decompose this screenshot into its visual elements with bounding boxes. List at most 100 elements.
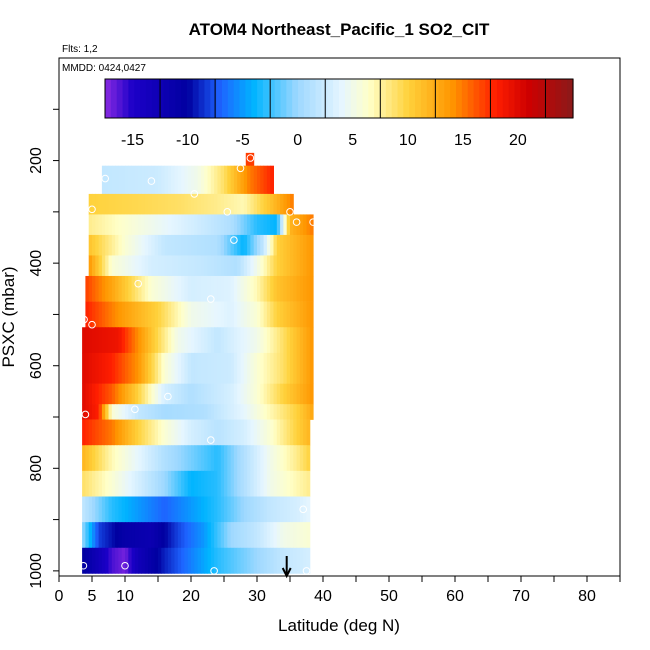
heatmap-cell bbox=[108, 496, 113, 523]
heatmap-cell bbox=[167, 275, 172, 302]
heatmap-cell bbox=[158, 165, 162, 195]
heatmap-cell bbox=[161, 301, 166, 328]
heatmap-cell bbox=[125, 522, 129, 549]
heatmap-cell bbox=[250, 383, 255, 405]
heatmap-cell bbox=[105, 404, 109, 420]
heatmap-cell bbox=[171, 214, 175, 236]
heatmap-cell bbox=[131, 327, 136, 354]
sample-marker bbox=[79, 561, 88, 570]
heatmap-cell bbox=[101, 470, 106, 497]
heatmap-cell bbox=[134, 352, 139, 384]
heatmap-cell bbox=[233, 547, 238, 574]
heatmap-cell bbox=[141, 214, 146, 236]
heatmap-cell bbox=[111, 275, 116, 302]
heatmap-cell bbox=[217, 383, 222, 405]
heatmap-cell bbox=[181, 383, 185, 405]
heatmap-cell bbox=[181, 214, 185, 236]
heatmap-cell bbox=[105, 352, 109, 384]
heatmap-cell bbox=[164, 404, 169, 420]
heatmap-cell bbox=[237, 301, 241, 328]
colorbar-bin bbox=[526, 79, 533, 118]
heatmap-cell bbox=[200, 404, 205, 420]
heatmap-cell bbox=[240, 255, 245, 277]
heatmap-cell bbox=[131, 275, 136, 302]
colorbar-bin bbox=[327, 79, 334, 118]
colorbar-bin bbox=[181, 79, 188, 118]
heatmap-cell bbox=[108, 165, 113, 195]
heatmap-cell bbox=[204, 522, 208, 549]
heatmap-cell bbox=[194, 234, 199, 256]
heatmap-cell bbox=[151, 404, 156, 420]
heatmap-cell bbox=[253, 496, 258, 523]
heatmap-cell bbox=[187, 404, 192, 420]
heatmap-cell bbox=[118, 214, 123, 236]
heatmap-cell bbox=[299, 547, 304, 574]
colorbar-bin bbox=[145, 79, 153, 118]
heatmap-cell bbox=[296, 327, 301, 354]
colorbar-bin bbox=[321, 79, 328, 118]
heatmap-cell bbox=[174, 255, 179, 277]
heatmap-cell bbox=[85, 522, 90, 549]
heatmap-cell bbox=[95, 214, 100, 236]
heatmap-cell bbox=[128, 522, 133, 549]
heatmap-cell bbox=[164, 165, 169, 195]
heatmap-cell bbox=[92, 445, 96, 472]
heatmap-cell bbox=[276, 193, 281, 215]
heatmap-cell bbox=[237, 255, 241, 277]
heatmap-cell bbox=[286, 445, 291, 472]
heatmap-cell bbox=[286, 301, 291, 328]
colorbar-tick-label: -5 bbox=[236, 132, 250, 149]
heatmap-cell bbox=[214, 547, 218, 574]
heatmap-cell bbox=[98, 383, 103, 405]
heatmap-cell bbox=[253, 214, 258, 236]
colorbar-bin bbox=[514, 79, 521, 118]
heatmap-cell bbox=[191, 327, 195, 354]
heatmap-cell bbox=[299, 352, 304, 384]
heatmap-cell bbox=[177, 445, 182, 472]
x-tick-label: 5 bbox=[88, 588, 97, 605]
colorbar-bin bbox=[397, 79, 404, 118]
heatmap-cell bbox=[303, 470, 307, 497]
heatmap-cell bbox=[174, 275, 179, 302]
y-tick-label: 400 bbox=[28, 250, 45, 277]
heatmap-cell bbox=[204, 419, 208, 446]
heatmap-cell bbox=[210, 255, 215, 277]
heatmap-cell bbox=[171, 352, 175, 384]
heatmap-cell bbox=[92, 470, 96, 497]
heatmap-cell bbox=[194, 301, 199, 328]
heatmap-cell bbox=[299, 522, 304, 549]
heatmap-cell bbox=[230, 404, 235, 420]
heatmap-cell bbox=[243, 234, 248, 256]
heatmap-cell bbox=[293, 301, 298, 328]
heatmap-cell bbox=[105, 255, 109, 277]
heatmap-cell bbox=[210, 404, 215, 420]
heatmap-cell bbox=[296, 352, 301, 384]
colorbar-bin bbox=[163, 79, 170, 118]
heatmap-cell bbox=[204, 234, 208, 256]
heatmap-cell bbox=[266, 383, 271, 405]
sample-marker bbox=[88, 320, 96, 329]
heatmap-cell bbox=[273, 383, 278, 405]
heatmap-cell bbox=[243, 275, 248, 302]
heatmap-cell bbox=[92, 404, 96, 420]
heatmap-cell bbox=[118, 470, 123, 497]
heatmap-cell bbox=[171, 445, 175, 472]
heatmap-cell bbox=[290, 404, 294, 420]
heatmap-cell bbox=[207, 193, 212, 215]
heatmap-cell bbox=[253, 352, 258, 384]
heatmap-cell bbox=[151, 234, 156, 256]
heatmap-cell bbox=[230, 301, 235, 328]
heatmap-cell bbox=[207, 470, 212, 497]
heatmap-cell bbox=[237, 327, 241, 354]
heatmap-cell bbox=[260, 165, 265, 195]
heatmap-cell bbox=[273, 214, 278, 236]
heatmap-cell bbox=[233, 404, 238, 420]
heatmap-cell bbox=[270, 193, 274, 215]
heatmap-cell bbox=[283, 327, 288, 354]
heatmap-cell bbox=[253, 404, 258, 420]
heatmap-cell bbox=[280, 352, 284, 384]
heatmap-cell bbox=[283, 470, 288, 497]
heatmap-cell bbox=[227, 301, 232, 328]
heatmap-cell bbox=[141, 445, 146, 472]
heatmap-cell bbox=[105, 496, 109, 523]
